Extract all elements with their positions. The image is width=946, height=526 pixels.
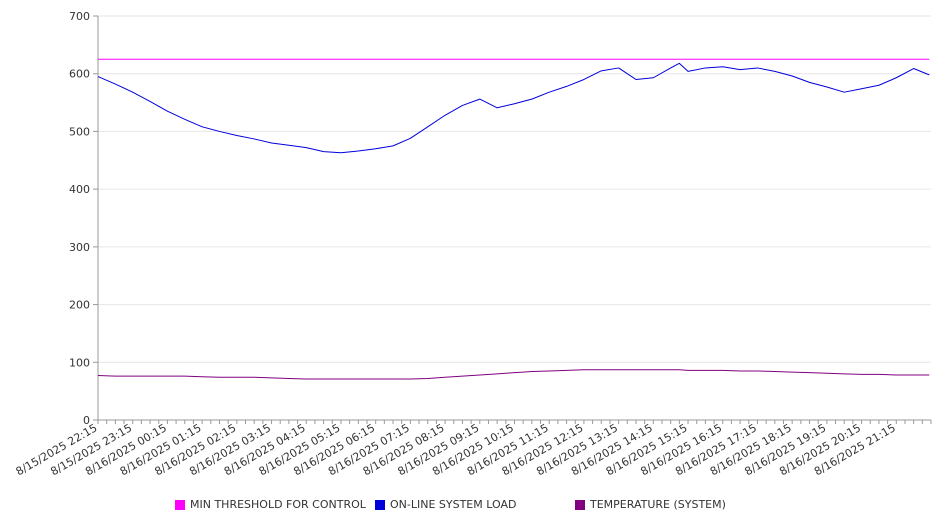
y-tick-label: 0 bbox=[83, 414, 90, 427]
grid-lines bbox=[98, 15, 931, 363]
legend-label-threshold: MIN THRESHOLD FOR CONTROL bbox=[190, 498, 366, 511]
y-tick-label: 500 bbox=[69, 125, 90, 138]
legend-label-temperature: TEMPERATURE (SYSTEM) bbox=[590, 498, 726, 511]
temperature-line bbox=[97, 369, 930, 380]
system-load-line bbox=[97, 62, 930, 154]
legend-item-load[interactable]: ON-LINE SYSTEM LOAD bbox=[375, 498, 516, 511]
y-axis-ticks: 0 100 200 300 400 500 600 700 bbox=[69, 10, 98, 427]
y-tick-label: 200 bbox=[69, 299, 90, 312]
legend-swatch-temperature bbox=[575, 499, 585, 510]
series-lines bbox=[97, 58, 930, 380]
axes bbox=[97, 16, 931, 421]
y-tick-label: 700 bbox=[69, 10, 90, 23]
y-tick-label: 100 bbox=[69, 356, 90, 369]
legend: MIN THRESHOLD FOR CONTROL ON-LINE SYSTEM… bbox=[0, 498, 946, 514]
y-tick-label: 300 bbox=[69, 241, 90, 254]
legend-swatch-threshold bbox=[175, 499, 185, 510]
legend-swatch-load bbox=[375, 499, 385, 510]
x-axis-ticks: 8/15/2025 22:158/15/2025 23:158/16/2025 … bbox=[14, 420, 932, 478]
y-tick-label: 600 bbox=[69, 68, 90, 81]
legend-item-threshold[interactable]: MIN THRESHOLD FOR CONTROL bbox=[175, 498, 366, 511]
legend-item-temperature[interactable]: TEMPERATURE (SYSTEM) bbox=[575, 498, 726, 511]
y-tick-label: 400 bbox=[69, 183, 90, 196]
legend-label-load: ON-LINE SYSTEM LOAD bbox=[390, 498, 517, 511]
